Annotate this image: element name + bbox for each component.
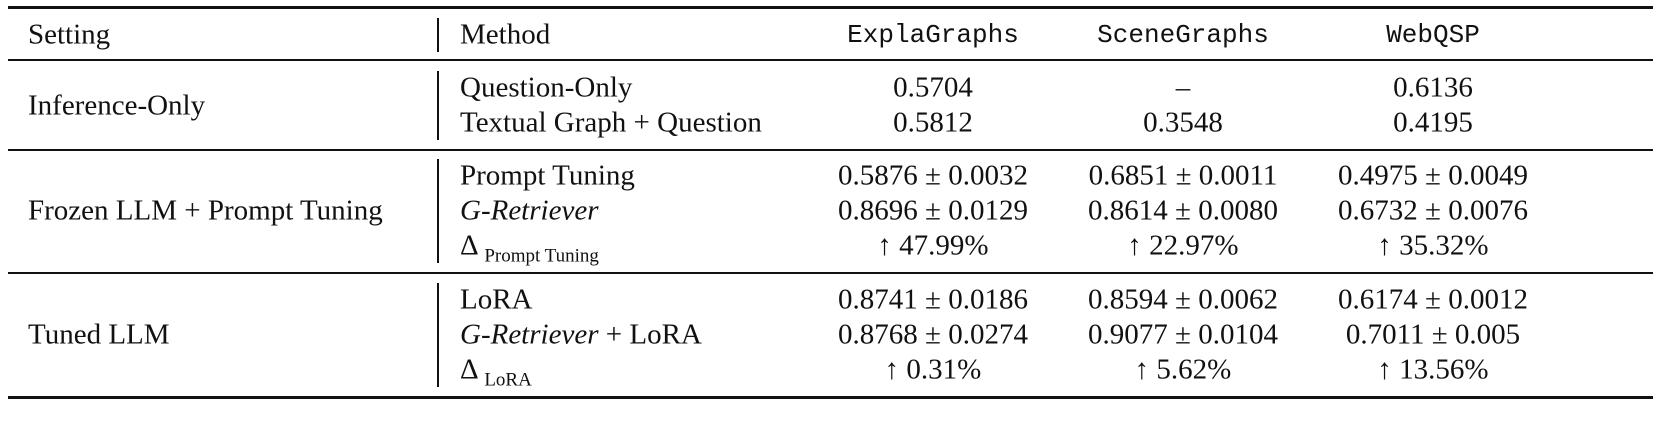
bottom-rule [8, 396, 1653, 399]
method-name: G-Retriever [460, 194, 599, 227]
value-cell: 0.8614 ± 0.0080 [1088, 194, 1278, 227]
value-cell: ↑ 47.99% [877, 229, 989, 262]
value-cell: ↑ 22.97% [1127, 229, 1239, 262]
value-cell: 0.4195 [1393, 106, 1473, 139]
method-cell: Δ Prompt Tuning [460, 229, 599, 266]
method-cell: Question-Only [460, 71, 633, 104]
value-cell: 0.8696 ± 0.0129 [838, 194, 1028, 227]
group-rule [8, 272, 1653, 274]
column-divider [437, 71, 439, 140]
value-cell: 0.8768 ± 0.0274 [838, 318, 1028, 351]
value-cell: 0.5812 [893, 106, 973, 139]
method-name: Δ [460, 229, 478, 262]
header-cell: ExplaGraphs [847, 20, 1019, 50]
value-cell: 0.3548 [1143, 106, 1223, 139]
method-suffix: + LoRA [605, 318, 702, 351]
method-subscript: Prompt Tuning [484, 245, 599, 267]
setting-cell: Inference-Only [28, 89, 206, 121]
value-cell: ↑ 0.31% [884, 353, 982, 386]
column-divider [437, 283, 439, 387]
setting-cell: Frozen LLM + Prompt Tuning [28, 194, 383, 227]
method-name: Textual Graph + Question [460, 106, 762, 139]
method-cell: Δ LoRA [460, 353, 532, 390]
method-cell: LoRA [460, 283, 533, 316]
header-cell: WebQSP [1386, 20, 1480, 50]
value-cell: 0.6136 [1393, 71, 1473, 104]
value-cell: 0.9077 ± 0.0104 [1088, 318, 1278, 351]
setting-cell: Tuned LLM [28, 318, 170, 351]
top-rule [8, 6, 1653, 9]
value-cell: ↑ 35.32% [1377, 229, 1489, 262]
method-name: LoRA [460, 283, 533, 316]
value-cell: 0.8594 ± 0.0062 [1088, 283, 1278, 316]
column-divider [437, 18, 439, 52]
value-cell: 0.6174 ± 0.0012 [1338, 283, 1528, 316]
method-name: Δ [460, 353, 478, 386]
method-cell: G-Retriever + LoRA [460, 318, 702, 351]
header-rule [8, 59, 1653, 61]
method-name: Prompt Tuning [460, 159, 635, 192]
value-cell: 0.4975 ± 0.0049 [1338, 159, 1528, 192]
value-cell: ↑ 13.56% [1377, 353, 1489, 386]
method-cell: Textual Graph + Question [460, 106, 762, 139]
header-cell: Method [460, 18, 551, 51]
value-cell: 0.6732 ± 0.0076 [1338, 194, 1528, 227]
column-divider [437, 159, 439, 263]
value-cell: 0.8741 ± 0.0186 [838, 283, 1028, 316]
header-cell: Setting [28, 18, 111, 51]
value-cell: – [1175, 71, 1191, 104]
group-rule [8, 149, 1653, 151]
method-name: Question-Only [460, 71, 633, 104]
method-subscript: LoRA [484, 369, 532, 391]
header-cell: SceneGraphs [1097, 20, 1269, 50]
value-cell: ↑ 5.62% [1134, 353, 1232, 386]
value-cell: 0.5876 ± 0.0032 [838, 159, 1028, 192]
method-cell: G-Retriever [460, 194, 599, 227]
value-cell: 0.7011 ± 0.005 [1345, 318, 1521, 351]
value-cell: 0.6851 ± 0.0011 [1088, 159, 1278, 192]
method-name: G-Retriever [460, 318, 599, 351]
method-cell: Prompt Tuning [460, 159, 635, 192]
value-cell: 0.5704 [893, 71, 973, 104]
